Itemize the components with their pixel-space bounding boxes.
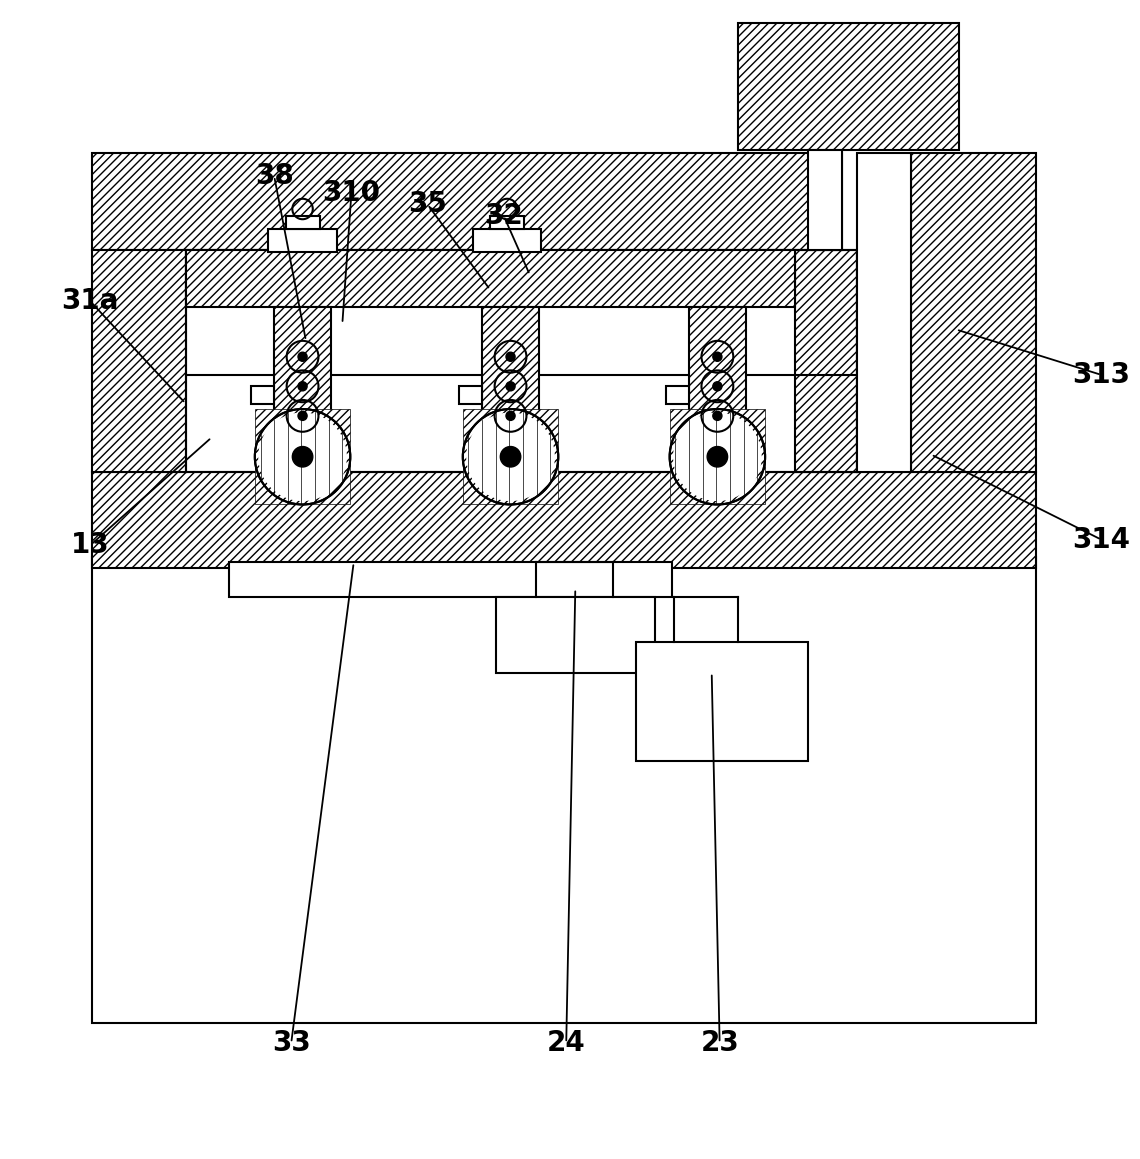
Bar: [92, 472, 1035, 568]
Bar: [92, 250, 186, 472]
Text: 35: 35: [408, 190, 447, 218]
Bar: [911, 153, 1035, 472]
Circle shape: [292, 446, 312, 467]
Bar: [738, 23, 960, 150]
Bar: [496, 597, 654, 672]
Bar: [473, 229, 542, 253]
Text: 38: 38: [254, 162, 293, 190]
Bar: [459, 386, 482, 404]
Bar: [490, 216, 524, 229]
Text: 32: 32: [484, 202, 523, 229]
Circle shape: [712, 352, 722, 362]
Circle shape: [506, 411, 515, 421]
Text: 23: 23: [700, 1029, 739, 1057]
Bar: [186, 250, 795, 307]
Bar: [186, 250, 795, 472]
Circle shape: [259, 413, 347, 501]
Bar: [689, 307, 746, 445]
Bar: [252, 386, 274, 404]
Circle shape: [712, 411, 722, 421]
Text: 33: 33: [271, 1029, 310, 1057]
Bar: [92, 556, 1035, 1022]
Text: 24: 24: [547, 1029, 586, 1057]
Bar: [92, 153, 842, 250]
Bar: [482, 307, 539, 445]
Circle shape: [707, 446, 727, 467]
Text: 314: 314: [1073, 526, 1131, 554]
Circle shape: [712, 381, 722, 391]
Circle shape: [466, 413, 555, 501]
Bar: [229, 562, 671, 597]
Bar: [268, 229, 336, 253]
Text: 31a: 31a: [62, 287, 119, 315]
Text: 310: 310: [323, 180, 381, 207]
Bar: [808, 150, 842, 250]
Bar: [255, 409, 350, 504]
Text: 13: 13: [71, 532, 109, 560]
Bar: [795, 250, 857, 472]
Bar: [274, 307, 331, 445]
Circle shape: [298, 352, 307, 362]
Circle shape: [506, 352, 515, 362]
Bar: [669, 409, 765, 504]
Circle shape: [673, 413, 762, 501]
Bar: [463, 409, 559, 504]
Circle shape: [500, 446, 521, 467]
Bar: [857, 153, 911, 472]
Bar: [636, 642, 808, 761]
Circle shape: [298, 381, 307, 391]
Circle shape: [506, 381, 515, 391]
Bar: [666, 386, 689, 404]
Bar: [285, 216, 319, 229]
Circle shape: [298, 411, 307, 421]
Text: 313: 313: [1073, 360, 1131, 389]
